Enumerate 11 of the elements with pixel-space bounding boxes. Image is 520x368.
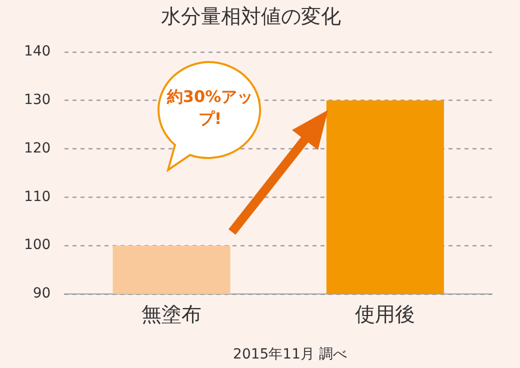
y-tick-label: 140 [24, 44, 51, 60]
chart-title: 水分量相対値の変化 [161, 4, 341, 28]
x-tick-label: 無塗布 [142, 302, 202, 326]
y-tick-label: 100 [24, 237, 51, 254]
annotation: 約30%アップ! [166, 86, 254, 130]
y-tick-label: 130 [24, 92, 51, 108]
x-tick-label: 使用後 [355, 302, 416, 326]
y-tick-label: 110 [24, 188, 51, 205]
y-tick-label: 120 [24, 140, 51, 156]
y-tick-label: 90 [32, 286, 51, 302]
text: 2015年11月 調べ [233, 346, 347, 363]
